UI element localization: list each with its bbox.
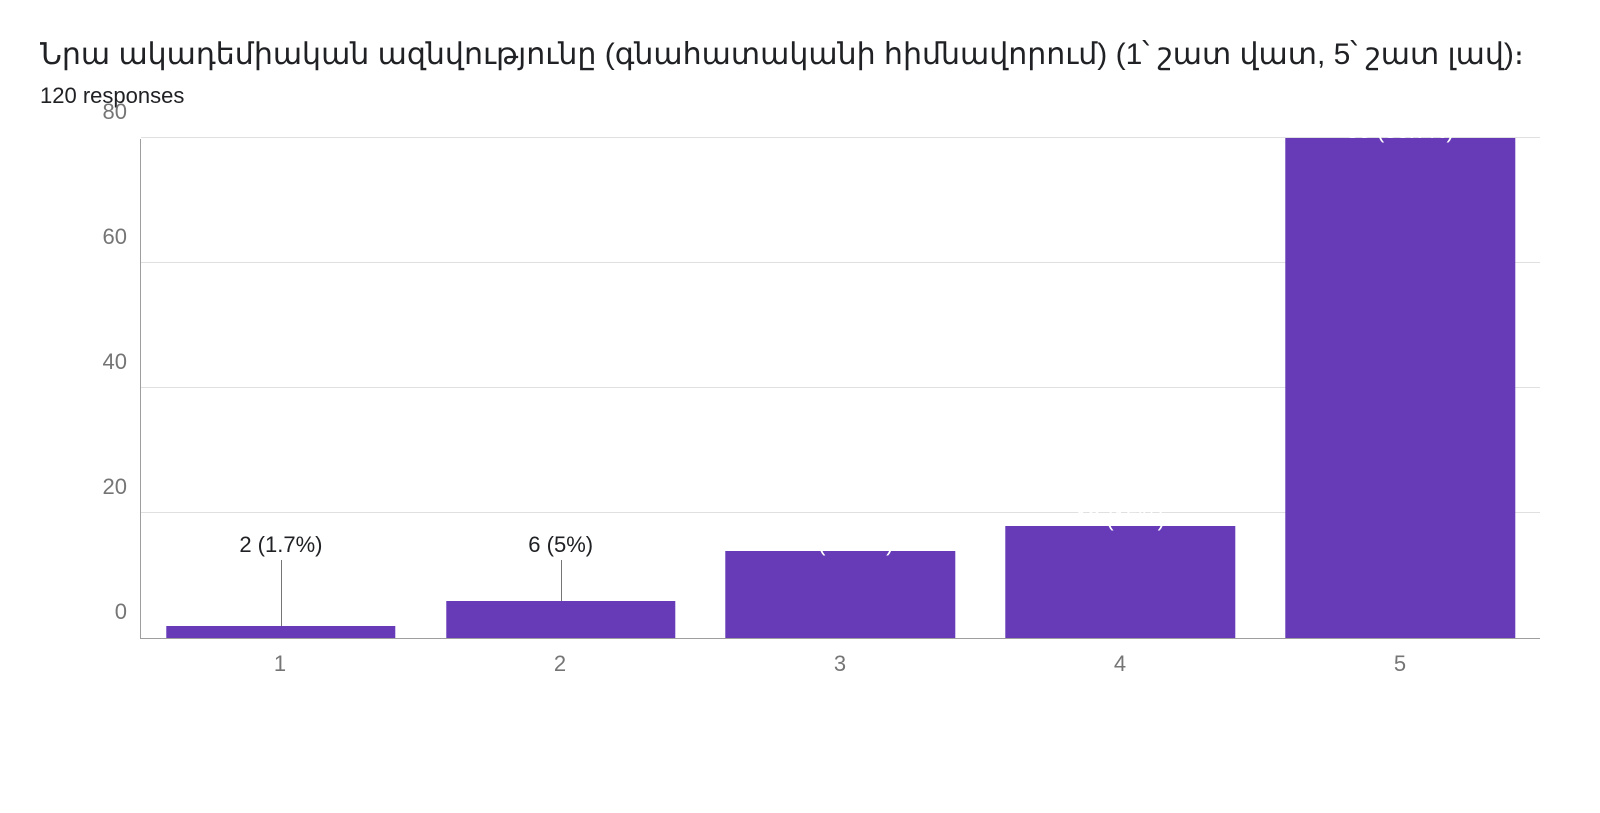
bars: 2 (1.7%) 6 (5%) 14 (11.7%) 18 (15%) 80 (66.7… [141,139,1540,638]
x-tick-label: 4 [980,651,1260,677]
callout-line [561,560,562,601]
bar-slot: 80 (66.7%) [1260,139,1540,638]
bar [726,551,955,639]
plot-area: 0204060802 (1.7%)6 (5%)14 (11.7%)18 (15%… [140,139,1540,639]
x-tick-label: 2 [420,651,700,677]
bar-value-label: 80 (66.7%) [1346,118,1454,144]
y-tick-label: 20 [103,474,141,500]
chart-title: Նրա ակադեմիական ազնվությունը (գնահատական… [40,32,1560,77]
y-tick-label: 60 [103,224,141,250]
bar-slot: 6 (5%) [421,139,701,638]
callout-line [281,560,282,626]
y-tick-label: 40 [103,349,141,375]
bar-slot: 14 (11.7%) [701,139,981,638]
bar [446,601,675,639]
y-tick-label: 0 [115,599,141,625]
x-tick-label: 3 [700,651,980,677]
chart: 0204060802 (1.7%)6 (5%)14 (11.7%)18 (15%… [140,139,1540,677]
x-axis: 12345 [140,651,1540,677]
y-tick-label: 80 [103,99,141,125]
bar [1285,138,1514,638]
x-tick-label: 5 [1260,651,1540,677]
bar [166,626,395,639]
chart-subtitle: 120 responses [40,83,1560,109]
bar-value-label: 14 (11.7%) [787,531,893,557]
bar-value-label: 6 (5%) [528,532,593,558]
bar-value-label: 2 (1.7%) [239,532,322,558]
bar-slot: 18 (15%) [980,139,1260,638]
x-tick-label: 1 [140,651,420,677]
bar-slot: 2 (1.7%) [141,139,421,638]
bar-value-label: 18 (15%) [1076,506,1165,532]
bar [1006,526,1235,639]
